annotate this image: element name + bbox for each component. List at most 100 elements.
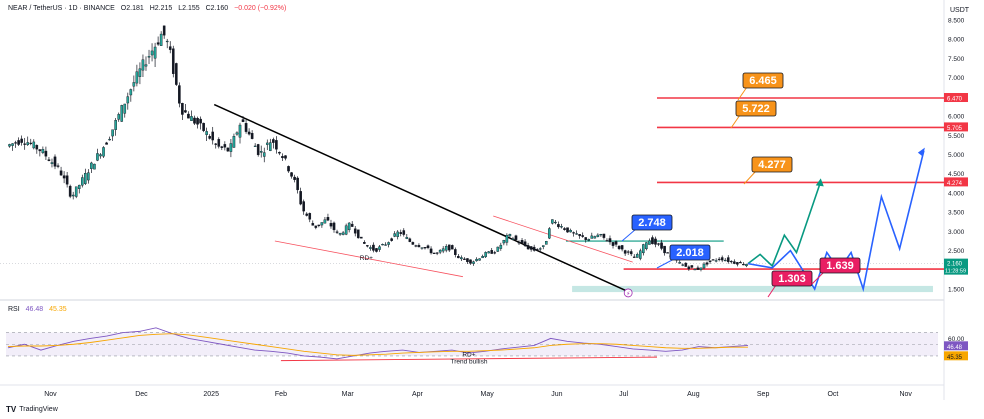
candle	[578, 234, 581, 237]
candle	[508, 234, 512, 237]
candle	[733, 261, 736, 264]
candle	[381, 244, 384, 246]
candle	[526, 245, 530, 250]
candle	[548, 228, 551, 239]
candle	[159, 33, 163, 46]
candle	[711, 259, 715, 261]
tradingview-icon: ⁠TV	[6, 405, 17, 414]
candle	[217, 139, 221, 147]
rsi-band	[6, 332, 938, 356]
candle	[184, 110, 187, 113]
y-tick-label: 3.500	[948, 210, 965, 217]
target-label-1303-box	[771, 270, 813, 287]
candle	[353, 228, 357, 234]
rsi-note: Trend bullish	[450, 358, 487, 365]
target-label-2018-pointer	[656, 258, 675, 269]
candle	[205, 131, 208, 135]
candle	[535, 249, 539, 251]
candle	[99, 154, 102, 157]
candle	[23, 143, 26, 145]
currency-label[interactable]: USDT	[950, 7, 970, 14]
candle	[35, 145, 39, 150]
y-tick-label: 7.000	[948, 75, 965, 82]
candle	[56, 165, 60, 167]
scenario-green-arrowhead	[815, 178, 824, 187]
target-label-2018-box	[669, 244, 711, 261]
candle	[717, 258, 721, 261]
candle	[554, 221, 557, 224]
candle	[657, 243, 660, 245]
x-tick-label: Dec	[135, 391, 148, 398]
candle	[505, 235, 509, 243]
candle	[50, 162, 54, 164]
candle	[723, 259, 727, 262]
candle	[262, 152, 266, 157]
candle	[405, 237, 409, 239]
candle	[426, 245, 430, 249]
candle	[284, 155, 287, 159]
ohlc-close: C2.160	[205, 5, 229, 12]
y-tick-label: 8.000	[948, 37, 965, 44]
candle	[396, 231, 399, 237]
ohlc-low: L2.155	[178, 5, 200, 12]
x-tick-label: Jul	[619, 391, 628, 398]
candle	[126, 96, 130, 104]
target-label-4277: 4.277	[758, 159, 786, 171]
candle	[678, 262, 682, 264]
candle	[59, 170, 63, 176]
candle	[111, 129, 114, 137]
brand-name: TradingView	[19, 406, 58, 413]
candle	[147, 56, 151, 58]
rsi-ma-tag-bg	[944, 351, 968, 361]
candle	[308, 213, 312, 220]
x-tick-label: Mar	[342, 391, 355, 398]
x-tick-label: Oct	[827, 391, 838, 398]
candle	[460, 257, 463, 260]
candle	[144, 64, 148, 67]
divergence-price-line	[274, 240, 463, 278]
rsi-divergence-label: RD+	[462, 351, 475, 358]
y-tick-label: 1.500	[948, 287, 965, 294]
candle	[341, 232, 345, 235]
candle	[690, 265, 694, 268]
candle	[560, 226, 563, 228]
candle	[123, 103, 127, 114]
candle	[269, 142, 272, 151]
candle	[278, 151, 281, 154]
candle	[593, 236, 597, 239]
candle	[238, 124, 242, 138]
candle	[29, 142, 33, 145]
candle	[202, 122, 205, 131]
candle	[141, 59, 145, 71]
target-label-5722: 5.722	[742, 103, 770, 115]
candle	[696, 267, 700, 270]
candle	[178, 85, 181, 104]
rsi-line	[7, 327, 749, 360]
candle	[569, 229, 572, 233]
x-tick-label: 2025	[203, 391, 219, 398]
candle	[153, 46, 157, 59]
candle	[299, 191, 302, 205]
candle	[193, 117, 196, 124]
candle	[648, 240, 651, 245]
tradingview-logo[interactable]: ⁠TV TradingView	[6, 405, 58, 414]
candle	[129, 89, 133, 96]
candle	[736, 262, 739, 265]
candle	[623, 250, 627, 254]
target-label-1639: 1.639	[826, 260, 854, 272]
price-tag-5705: 5.705	[947, 126, 963, 132]
candle	[317, 224, 321, 226]
candle	[156, 42, 160, 45]
candle	[581, 235, 584, 237]
symbol-title[interactable]: NEAR / TetherUS · 1D · BINANCE	[8, 5, 115, 12]
candle	[414, 245, 418, 247]
target-label-1303-pointer	[767, 284, 777, 298]
candle	[596, 234, 600, 237]
ohlc-open: O2.181	[120, 5, 144, 12]
candle	[120, 105, 124, 122]
candle	[250, 133, 254, 139]
candle	[102, 147, 105, 157]
candle	[305, 213, 309, 216]
candle	[584, 237, 588, 240]
